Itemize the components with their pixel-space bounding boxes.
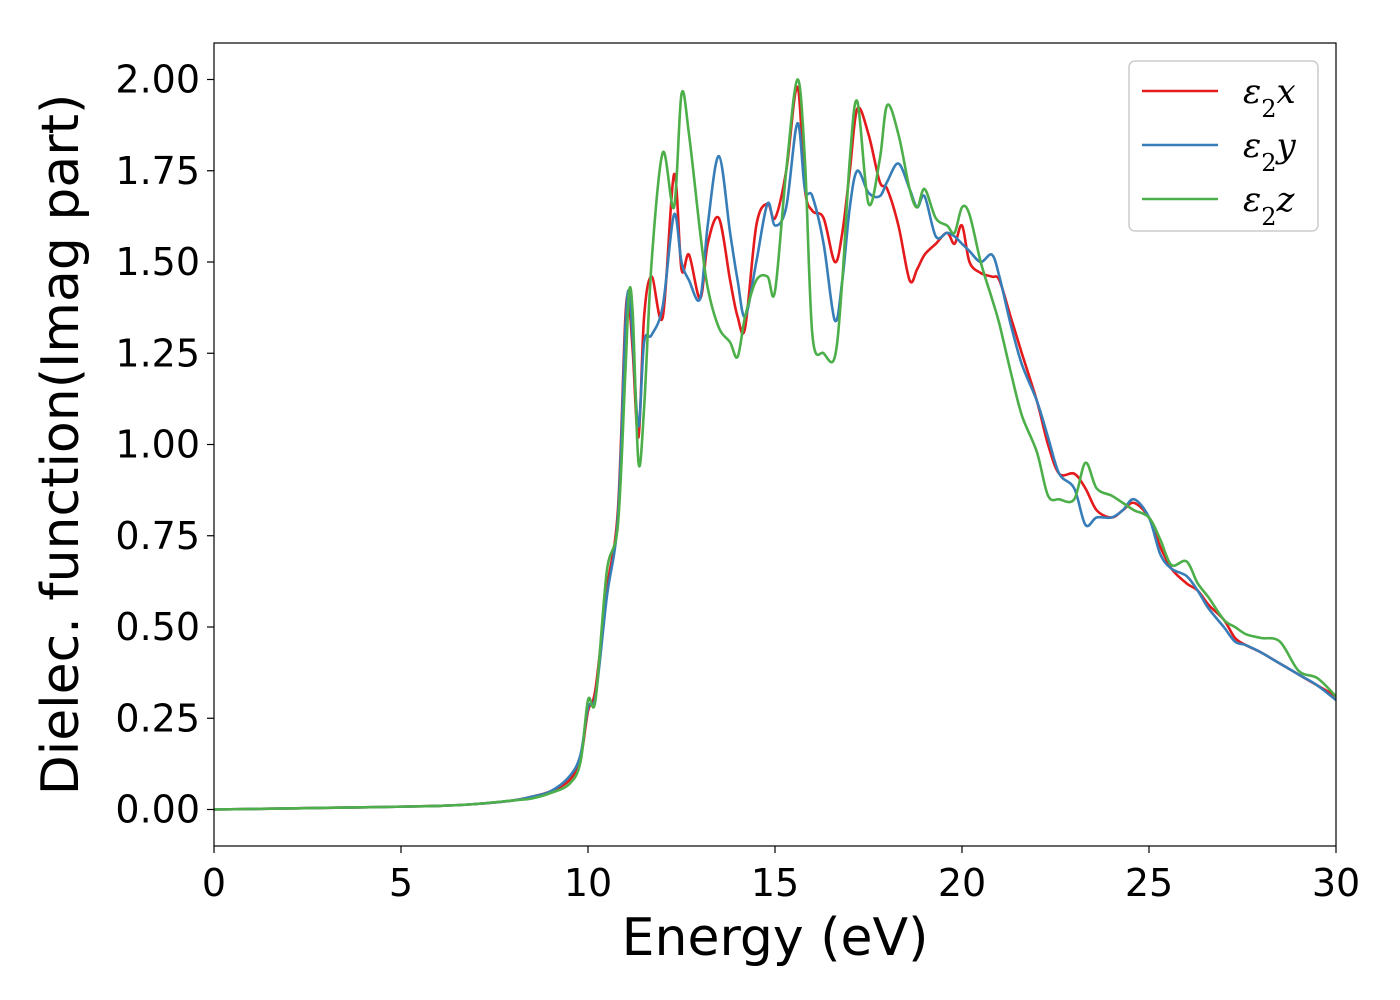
x-tick-label: 25 <box>1125 861 1173 905</box>
y-tick-label: 1.00 <box>115 423 200 467</box>
y-tick-label: 1.50 <box>115 240 200 284</box>
y-tick-label: 1.75 <box>115 149 200 193</box>
legend-label: ε2z <box>1243 180 1296 231</box>
series-line-z <box>214 78 1336 811</box>
y-tick-label: 2.00 <box>115 58 200 102</box>
y-tick-label: 1.25 <box>115 331 200 375</box>
x-tick-label: 0 <box>202 861 226 905</box>
legend-label: ε2x <box>1243 72 1296 123</box>
x-tick-label: 20 <box>938 861 986 905</box>
x-axis: 0 5 10 15 20 25 30 <box>202 846 1360 905</box>
x-axis-label: Energy (eV) <box>622 908 929 968</box>
legend-box <box>1128 60 1319 232</box>
y-tick-label: 0.25 <box>115 696 200 740</box>
x-tick-label: 30 <box>1312 861 1360 905</box>
x-tick-label: 5 <box>389 861 413 905</box>
x-tick-label: 10 <box>564 861 612 905</box>
legend-label: ε2y <box>1243 126 1297 177</box>
y-tick-label: 0.00 <box>115 788 200 832</box>
y-axis: 0.00 0.25 0.50 0.75 1.00 1.25 1.50 1.75 2.00 <box>115 58 214 832</box>
series-layer <box>214 78 1336 811</box>
x-tick-label: 15 <box>751 861 799 905</box>
y-tick-label: 0.50 <box>115 605 200 649</box>
y-axis-label: Dielec. function(Imag part) <box>31 94 91 796</box>
y-tick-label: 0.75 <box>115 514 200 558</box>
